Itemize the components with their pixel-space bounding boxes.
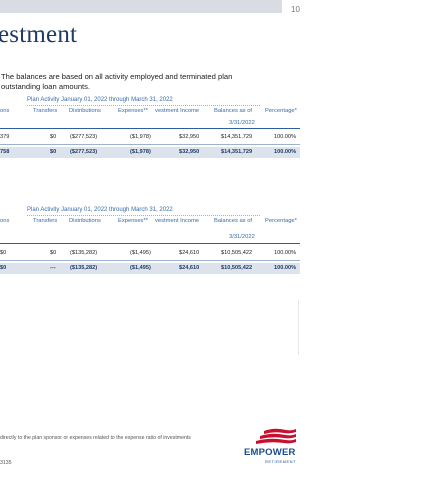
activity-period-label: Plan Activity January 01, 2022 through M… [27, 207, 173, 213]
cell-contributions: $0 [0, 250, 7, 256]
divider [27, 215, 260, 216]
cell-percentage: 100.00% [274, 134, 297, 140]
flag-swoosh-icon [256, 428, 296, 444]
cell-balances: $14,351,729 [221, 149, 253, 155]
row-rule [0, 144, 300, 145]
cell-transfers: $0 [50, 250, 57, 256]
cell-investment-income: $32,950 [179, 134, 200, 140]
cell-percentage: 100.00% [274, 250, 297, 256]
table-row: 379 $0 ($277,523) ($1,978) $32,950 $14,3… [0, 132, 300, 143]
table-total-row: 758 $0 ($277,523) ($1,978) $32,950 $14,3… [0, 147, 300, 158]
col-header-balances-date: 3/31/2022 [229, 234, 255, 240]
page-number: 10 [291, 5, 300, 14]
col-header-balances: Balances as of [214, 218, 253, 224]
header-rule [0, 128, 300, 129]
cell-contributions: 379 [0, 134, 10, 140]
col-header-transfers: Transfers [33, 108, 58, 114]
col-header-distributions: Distributions [69, 218, 101, 224]
col-header-distributions: Distributions [69, 108, 101, 114]
table-total-row: $0 --- ($135,282) ($1,495) $24,610 $10,5… [0, 263, 300, 274]
col-header-expenses: Expenses** [118, 108, 148, 114]
cell-transfers: --- [50, 265, 56, 271]
header-bar [0, 0, 282, 13]
cell-balances: $10,505,422 [221, 250, 253, 256]
logo-subtitle: RETIREMENT [265, 459, 296, 464]
cell-transfers: $0 [50, 149, 57, 155]
col-header-balances: Balances as of [214, 108, 253, 114]
cell-distributions: ($277,523) [70, 149, 98, 155]
col-header-balances-date: 3/31/2022 [229, 120, 255, 126]
cell-distributions: ($135,282) [70, 265, 98, 271]
cell-expenses: ($1,978) [130, 134, 151, 140]
intro-line-1: The balances are based on all activity e… [1, 72, 233, 81]
col-header-contributions: ons [0, 218, 10, 224]
cell-balances: $14,351,729 [221, 134, 253, 140]
cell-contributions: 758 [0, 149, 10, 155]
cell-investment-income: $32,950 [179, 149, 200, 155]
col-header-investment-income: vestment Income [155, 108, 200, 114]
col-header-expenses: Expenses** [118, 218, 148, 224]
table-row: $0 $0 ($135,282) ($1,495) $24,610 $10,50… [0, 248, 300, 259]
col-header-percentage: Percentage* [265, 218, 297, 224]
cell-investment-income: $24,610 [179, 250, 200, 256]
cell-expenses: ($1,495) [130, 265, 151, 271]
cell-percentage: 100.00% [274, 265, 297, 271]
footnote: directly to the plan sponsor or expenses… [0, 435, 191, 441]
cell-balances: $10,505,422 [221, 265, 253, 271]
divider [298, 300, 299, 355]
logo-wordmark: EMPOWER [244, 447, 296, 458]
col-header-investment-income: vestment Income [155, 218, 200, 224]
col-header-transfers: Transfers [33, 218, 58, 224]
page-title: estment [0, 21, 78, 48]
intro-paragraph: The balances are based on all activity e… [1, 72, 271, 92]
cell-contributions: $0 [0, 265, 7, 271]
divider [27, 105, 260, 106]
cell-percentage: 100.00% [274, 149, 297, 155]
cell-distributions: ($277,523) [70, 134, 98, 140]
empower-logo: EMPOWER RETIREMENT [244, 427, 300, 467]
header-rule [0, 243, 300, 244]
col-header-contributions: ons [0, 108, 10, 114]
activity-period-label: Plan Activity January 01, 2022 through M… [27, 97, 173, 103]
document-code: 3135 [0, 460, 12, 466]
report-page: 10 estment The balances are based on all… [0, 0, 300, 467]
cell-expenses: ($1,495) [130, 250, 151, 256]
col-header-percentage: Percentage* [265, 108, 297, 114]
cell-distributions: ($135,282) [70, 250, 98, 256]
cell-transfers: $0 [50, 134, 57, 140]
cell-investment-income: $24,610 [179, 265, 200, 271]
row-rule [0, 260, 300, 261]
intro-line-2: outstanding loan amounts. [1, 82, 91, 91]
cell-expenses: ($1,978) [130, 149, 151, 155]
